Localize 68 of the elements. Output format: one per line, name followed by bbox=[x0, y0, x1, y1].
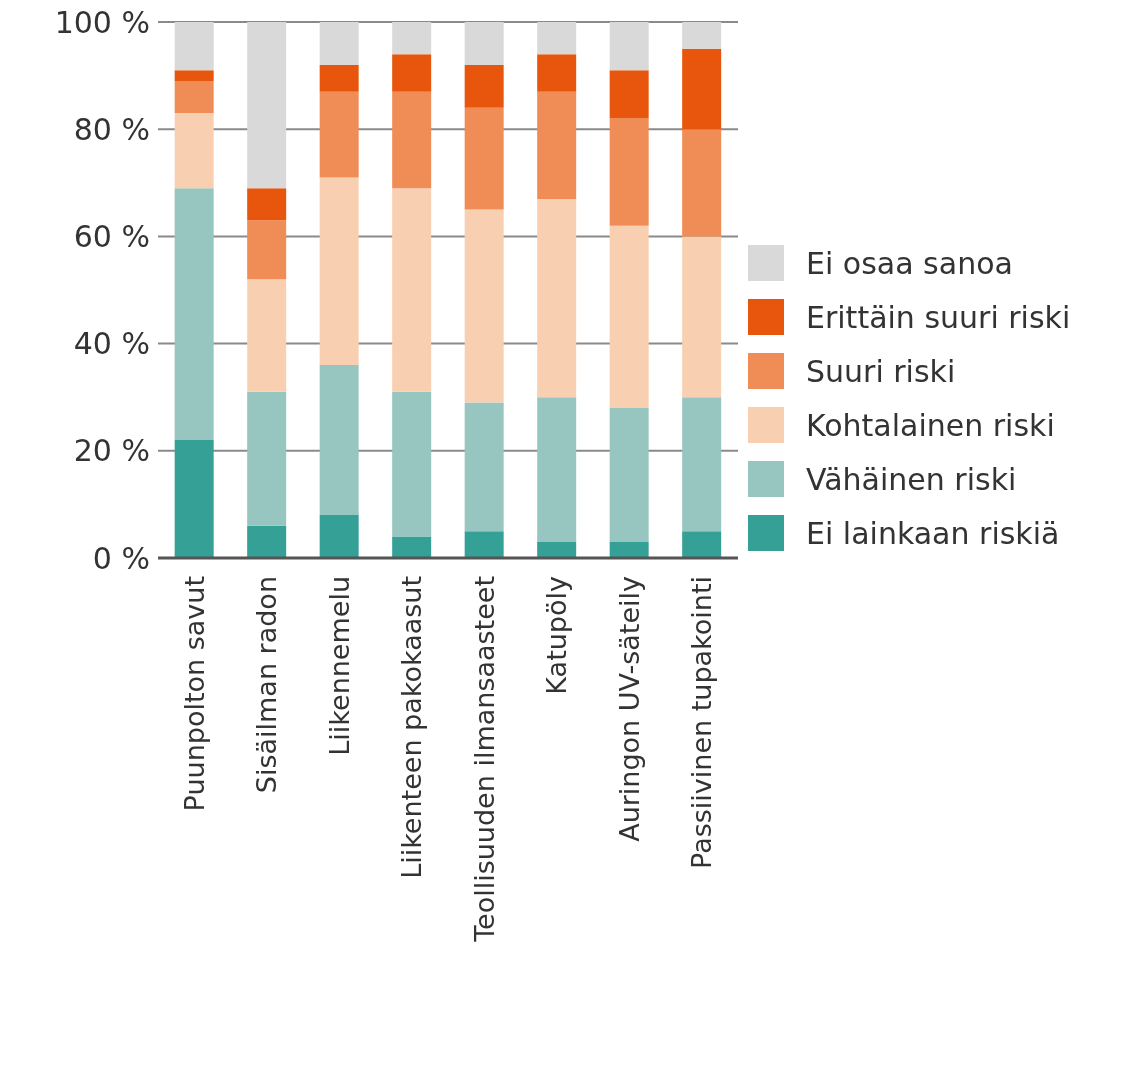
bar bbox=[174, 113, 214, 189]
legend-label: Kohtalainen riski bbox=[806, 407, 1055, 443]
bar bbox=[609, 118, 649, 226]
bar bbox=[464, 402, 504, 532]
bar bbox=[609, 70, 649, 119]
x-tick-label: Auringon UV-säteily bbox=[613, 575, 645, 842]
x-tick-label: Liikennemelu bbox=[323, 576, 355, 756]
y-tick-label: 40 % bbox=[73, 326, 150, 362]
bar bbox=[319, 22, 359, 65]
x-tick-label: Teollisuuden ilmansaasteet bbox=[468, 576, 500, 943]
bar bbox=[609, 225, 649, 408]
bar bbox=[682, 531, 722, 558]
bar bbox=[537, 397, 577, 542]
bar bbox=[392, 22, 432, 55]
bar bbox=[392, 391, 432, 537]
bar bbox=[537, 198, 577, 398]
legend-label: Ei lainkaan riskiä bbox=[806, 515, 1060, 551]
bar bbox=[537, 541, 577, 558]
legend-label: Erittäin suuri riski bbox=[806, 299, 1071, 335]
y-tick-label: 60 % bbox=[73, 219, 150, 255]
bar bbox=[392, 188, 432, 392]
y-tick-label: 80 % bbox=[73, 111, 150, 147]
legend-label: Vähäinen riski bbox=[806, 461, 1017, 497]
legend-label: Suuri riski bbox=[806, 353, 956, 389]
bar bbox=[174, 188, 214, 441]
bar bbox=[319, 365, 359, 516]
x-tick-label: Sisäilman radon bbox=[251, 576, 283, 794]
bar bbox=[682, 22, 722, 49]
bar bbox=[682, 129, 722, 237]
bar bbox=[464, 531, 504, 558]
bar bbox=[537, 22, 577, 55]
x-tick-label: Katupöly bbox=[541, 575, 573, 695]
bar bbox=[319, 515, 359, 558]
bar bbox=[174, 440, 214, 558]
bar bbox=[392, 536, 432, 558]
y-tick-label: 100 % bbox=[54, 4, 150, 40]
bar bbox=[682, 48, 722, 130]
bar bbox=[464, 107, 504, 210]
bar bbox=[537, 91, 577, 199]
bar bbox=[464, 64, 504, 108]
y-tick-label: 0 % bbox=[92, 540, 150, 576]
bar bbox=[537, 54, 577, 92]
bar bbox=[319, 177, 359, 366]
bar bbox=[319, 91, 359, 178]
bar bbox=[392, 91, 432, 189]
x-tick-label: Passiivinen tupakointi bbox=[686, 576, 718, 869]
bar bbox=[247, 525, 287, 558]
bar bbox=[247, 279, 287, 392]
y-tick-label: 20 % bbox=[73, 433, 150, 469]
bar bbox=[174, 70, 214, 81]
bar bbox=[609, 22, 649, 71]
legend-label: Ei osaa sanoa bbox=[806, 245, 1013, 281]
bar bbox=[682, 397, 722, 532]
bar bbox=[682, 236, 722, 398]
bar bbox=[609, 407, 649, 542]
x-tick-label: Puunpolton savut bbox=[178, 576, 210, 812]
bar bbox=[609, 541, 649, 558]
bar bbox=[174, 22, 214, 71]
bar bbox=[464, 22, 504, 65]
bar bbox=[247, 391, 287, 526]
bar bbox=[319, 64, 359, 92]
x-tick-label: Liikenteen pakokaasut bbox=[396, 576, 428, 879]
bar bbox=[247, 188, 287, 221]
bar bbox=[247, 220, 287, 280]
bar bbox=[174, 80, 214, 114]
bar bbox=[392, 54, 432, 92]
bar bbox=[464, 209, 504, 403]
bar bbox=[247, 22, 287, 189]
